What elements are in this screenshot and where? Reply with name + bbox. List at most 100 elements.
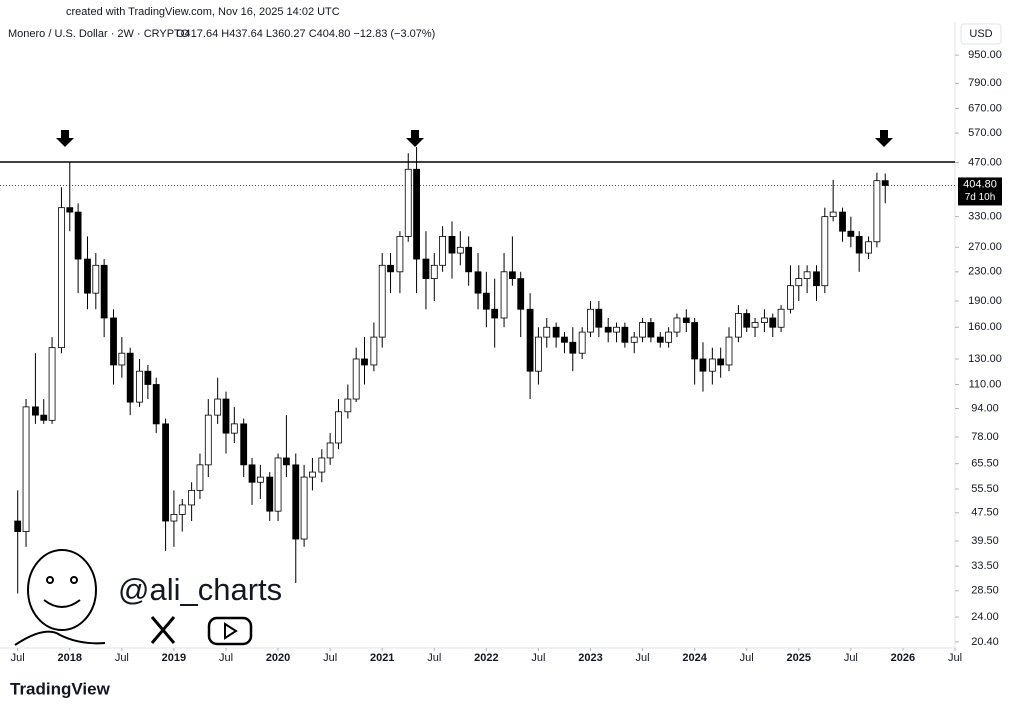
ohlc: O417.64 H437.64 L360.27 C404.80 −12.83 (… [176,28,435,40]
y-tick-label: 39.50 [971,535,999,547]
candle-body [326,442,334,459]
y-tick-label: 270.00 [968,241,1002,253]
candle-body [344,398,352,413]
candle-body [448,235,456,254]
candle-body [777,308,785,328]
candle-body [803,271,811,279]
youtube-icon[interactable] [207,616,253,646]
candle-body [604,326,612,333]
x-tick-label: Jul [115,652,129,664]
candle-body [847,230,855,237]
candle-body [413,168,420,260]
candle-body [465,246,473,273]
candle-body [230,423,238,434]
candle-body [881,180,889,186]
x-tick-label: 2020 [266,652,290,664]
candle-body [699,358,707,372]
x-tick-label: 2019 [162,652,186,664]
candle-body [58,207,65,349]
candle-body [569,341,577,354]
candle-body [266,476,274,512]
y-tick-label: 33.50 [971,560,999,572]
candle-body [474,271,482,294]
y-tick-label: 65.50 [971,458,999,470]
play [224,622,238,640]
candle-body [100,264,108,319]
y-tick-label: 20.40 [971,636,999,648]
candle-body [665,331,673,343]
candle-body [578,331,586,354]
candle-body [110,317,117,366]
candle-body [240,423,248,466]
candle-body [335,411,342,444]
candle-body [40,414,48,421]
candle-body [865,241,872,254]
candle-body [682,317,690,323]
candle-body [152,384,160,425]
candle-body [769,317,777,328]
candle-body [829,211,837,218]
candle-body [725,336,733,366]
x-tick-label: 2025 [787,652,811,664]
x-tick-label: 2018 [58,652,82,664]
candle-body [613,326,620,333]
candle-body [300,476,308,540]
x-icon[interactable] [150,616,176,644]
avatar [14,549,106,646]
candle-body [387,264,394,273]
y-tick-label: 130.00 [968,353,1002,365]
x-tick-label: 2021 [370,652,394,664]
brand: TradingView [10,679,111,698]
candle-body [647,322,655,338]
candle-body [839,211,846,232]
y-tick-label: 790.00 [968,77,1002,89]
candle-body [74,211,82,260]
candle-body [535,336,542,372]
candle-body [222,398,230,434]
face [27,549,97,631]
candle-body [282,457,290,466]
x-tick-label: 2026 [891,652,915,664]
candle-body [430,264,438,279]
candle-body [561,336,568,343]
candle-body [196,464,204,491]
candle-body [126,352,134,403]
y-tick-label: 190.00 [968,295,1002,307]
eye [46,576,54,584]
candle-body [309,471,316,478]
candle-body [84,258,91,294]
candle-body [761,317,768,323]
candle-body [248,464,256,483]
candle-body [630,336,638,343]
candle-body [422,258,430,279]
y-tick-label: 55.50 [971,483,999,495]
candle-body [162,423,169,522]
candle-body [751,322,759,328]
y-tick-label: 470.00 [968,157,1002,169]
candle-body [439,235,447,266]
plot [0,147,955,594]
candle-body [873,180,881,243]
currency-box[interactable] [960,23,1002,45]
countdown: 7d 10h [965,192,996,203]
candle-body [14,520,22,532]
x-tick-label: 2022 [474,652,498,664]
candle-body [813,271,820,287]
candle-body [256,476,264,483]
candle-body [188,489,196,506]
y-tick-label: 110.00 [969,378,1002,390]
arrow [406,130,424,147]
price-tag [958,177,1002,206]
candle-body [318,457,326,473]
credit: created with TradingView.com, Nov 16, 20… [66,6,340,18]
x-tick-label: Jul [531,652,545,664]
candle-body [795,278,803,287]
y-tick-label: 94.00 [971,402,999,414]
candle-body [396,235,404,273]
candle-body [787,285,794,310]
y-tick-label: 230.00 [968,266,1002,278]
currency[interactable]: USD [969,28,992,40]
y-tick-label: 330.00 [968,211,1002,223]
candle-body [144,370,152,385]
